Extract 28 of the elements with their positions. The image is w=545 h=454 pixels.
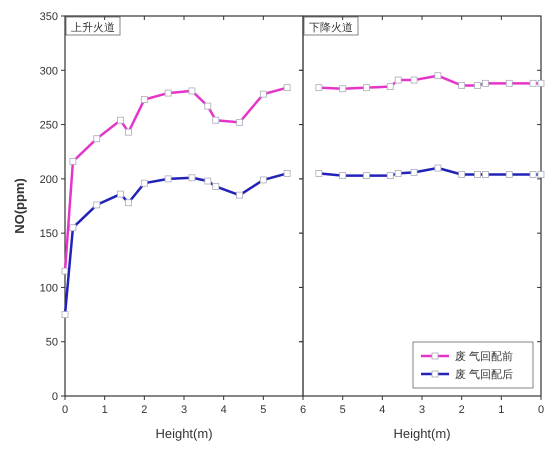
x-tick-label: 5 <box>340 404 346 416</box>
y-tick-label: 150 <box>40 228 58 240</box>
y-tick-label: 300 <box>40 65 58 78</box>
annotation: 下降火道 <box>309 21 353 34</box>
x-tick-label: 6 <box>300 404 306 416</box>
y-tick-label: 0 <box>52 391 58 403</box>
x-tick-label: 4 <box>220 404 227 416</box>
x-axis-title: Height(m) <box>155 426 213 441</box>
x-tick-label: 4 <box>379 404 386 416</box>
y-tick-label: 200 <box>40 174 58 186</box>
x-tick-label: 1 <box>498 404 504 416</box>
y-tick-label: 100 <box>40 282 58 294</box>
y-axis-title: NO(ppm) <box>12 178 27 234</box>
x-axis-title: Height(m) <box>393 426 451 441</box>
x-tick-label: 1 <box>102 404 108 416</box>
annotation: 上升火道 <box>71 21 115 34</box>
x-tick-label: 2 <box>141 404 148 416</box>
x-tick-label: 3 <box>418 404 426 416</box>
x-tick-label: 2 <box>458 404 465 416</box>
x-tick-label: 5 <box>260 404 266 416</box>
legend-label: 废 气回配后 <box>455 368 514 381</box>
x-tick-label: 0 <box>62 404 68 416</box>
x-tick-label: 0 <box>538 404 544 416</box>
y-tick-label: 250 <box>40 120 58 132</box>
y-tick-label: 50 <box>46 336 58 349</box>
legend-label: 废 气回配前 <box>455 350 514 363</box>
y-tick-label: 350 <box>40 11 58 23</box>
x-tick-label: 3 <box>180 404 188 416</box>
